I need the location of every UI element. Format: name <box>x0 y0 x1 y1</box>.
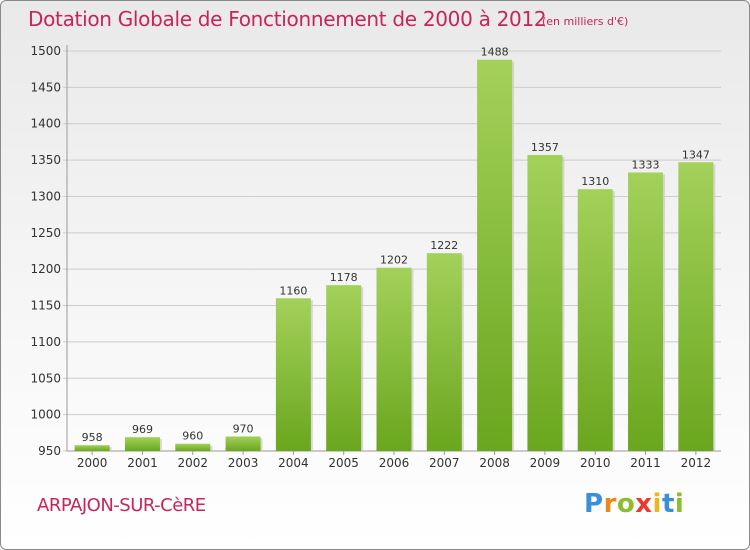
bar <box>275 298 311 451</box>
bar <box>175 443 211 451</box>
x-tick-label: 2005 <box>328 456 359 470</box>
logo-letter: i <box>674 489 685 519</box>
y-tick-label: 1250 <box>30 226 61 240</box>
y-tick-label: 1000 <box>30 408 61 422</box>
bar <box>628 172 664 452</box>
logo-letter: o <box>616 489 636 519</box>
x-tick-label: 2001 <box>127 456 158 470</box>
bar-value-label: 969 <box>132 423 153 436</box>
x-tick-label: 2003 <box>228 456 259 470</box>
bar-value-label: 1222 <box>430 239 458 252</box>
bar <box>124 437 160 451</box>
bar-value-label: 1333 <box>632 158 660 171</box>
bar-value-label: 1357 <box>531 141 559 154</box>
x-tick-label: 2004 <box>278 456 309 470</box>
x-tick-label: 2009 <box>530 456 561 470</box>
x-tick-label: 2008 <box>479 456 510 470</box>
bar-value-label: 970 <box>233 422 254 435</box>
y-tick-label: 1400 <box>30 117 61 131</box>
bar-value-label: 1310 <box>581 175 609 188</box>
logo-letter: r <box>603 489 617 519</box>
chart-title: Dotation Globale de Fonctionnement de 20… <box>28 7 547 31</box>
bar-value-label: 1178 <box>330 271 358 284</box>
logo-letter: x <box>635 489 653 519</box>
logo-letter: P <box>584 489 604 519</box>
x-tick-label: 2012 <box>681 456 712 470</box>
y-tick-label: 1150 <box>30 299 61 313</box>
bar-value-label: 1488 <box>481 46 509 59</box>
bar-value-label: 1160 <box>279 284 307 297</box>
bar-value-label: 1202 <box>380 254 408 267</box>
bar <box>225 436 261 451</box>
bar <box>326 285 362 451</box>
y-tick-label: 1050 <box>30 371 61 385</box>
x-tick-label: 2011 <box>630 456 661 470</box>
x-tick-label: 2007 <box>429 456 460 470</box>
bar <box>678 162 714 452</box>
y-tick-label: 1100 <box>30 335 61 349</box>
y-tick-label: 1350 <box>30 153 61 167</box>
bar <box>376 267 412 451</box>
bar-value-label: 958 <box>82 431 103 444</box>
y-tick-label: 1200 <box>30 262 61 276</box>
bar <box>74 445 110 451</box>
x-tick-label: 2000 <box>77 456 108 470</box>
bar-value-label: 960 <box>182 430 203 443</box>
x-tick-label: 2002 <box>177 456 208 470</box>
bar <box>477 59 513 452</box>
bar <box>577 189 613 451</box>
bar-value-label: 1347 <box>682 148 710 161</box>
y-tick-label: 950 <box>38 444 61 458</box>
logo-letter: t <box>661 489 675 519</box>
logo-letter: i <box>652 489 662 519</box>
chart-unit-note: (en milliers d'€) <box>542 15 629 28</box>
y-tick-label: 1450 <box>30 80 61 94</box>
bar <box>527 155 563 451</box>
y-tick-label: 1300 <box>30 189 61 203</box>
proxiti-logo: Proxiti <box>584 489 684 519</box>
x-tick-label: 2010 <box>580 456 611 470</box>
y-tick-label: 1500 <box>30 44 61 58</box>
commune-name: ARPAJON-SUR-CèRE <box>37 495 206 516</box>
bar <box>426 253 462 451</box>
x-tick-label: 2006 <box>379 456 410 470</box>
